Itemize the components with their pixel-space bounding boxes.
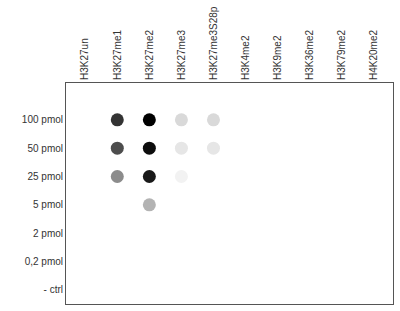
svg-text:H3K9me2: H3K9me2: [272, 35, 283, 80]
svg-text:H3K27un: H3K27un: [79, 38, 90, 80]
svg-text:- ctrl: - ctrl: [44, 284, 63, 295]
svg-text:100 pmol: 100 pmol: [22, 114, 63, 125]
svg-text:5 pmol: 5 pmol: [33, 199, 63, 210]
svg-text:H3K27me3: H3K27me3: [176, 30, 187, 80]
svg-text:H3K27me3S28p: H3K27me3S28p: [208, 6, 219, 80]
svg-text:50 pmol: 50 pmol: [27, 143, 63, 154]
svg-text:H3K36me2: H3K36me2: [304, 30, 315, 80]
svg-text:2 pmol: 2 pmol: [33, 228, 63, 239]
svg-text:H3K4me2: H3K4me2: [240, 35, 251, 80]
svg-text:25 pmol: 25 pmol: [27, 171, 63, 182]
svg-text:H4K20me2: H4K20me2: [368, 30, 379, 80]
svg-text:0,2 pmol: 0,2 pmol: [25, 256, 63, 267]
svg-text:H3K79me2: H3K79me2: [336, 30, 347, 80]
svg-text:H3K27me2: H3K27me2: [144, 30, 155, 80]
svg-text:H3K27me1: H3K27me1: [112, 30, 123, 80]
